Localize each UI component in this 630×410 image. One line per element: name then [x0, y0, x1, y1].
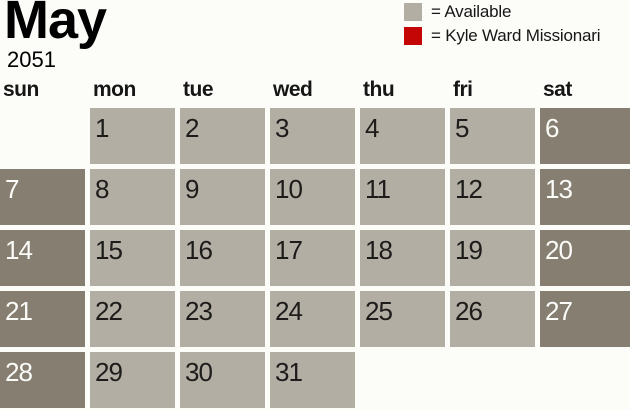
day-cell-31[interactable]: 31 — [270, 352, 355, 408]
day-cell-27[interactable]: 27 — [540, 291, 630, 347]
empty-cell — [360, 352, 445, 408]
day-cell-7[interactable]: 7 — [0, 169, 85, 225]
legend-label: = Kyle Ward Missionari — [431, 26, 601, 45]
day-header-wed: wed — [273, 78, 313, 101]
day-header-sun: sun — [3, 78, 39, 101]
day-cell-11[interactable]: 11 — [360, 169, 445, 225]
calendar-grid: 1 2 3 4 5 6 7 8 9 10 11 12 13 14 15 16 17 18 19 20 21 22 23 24 2… — [0, 108, 630, 408]
day-cell-30[interactable]: 30 — [180, 352, 265, 408]
day-cell-10[interactable]: 10 — [270, 169, 355, 225]
day-cell-1[interactable]: 1 — [90, 108, 175, 164]
day-header-thu: thu — [363, 78, 395, 101]
day-cell-16[interactable]: 16 — [180, 230, 265, 286]
day-cell-23[interactable]: 23 — [180, 291, 265, 347]
day-cell-24[interactable]: 24 — [270, 291, 355, 347]
legend-label: = Available — [431, 2, 512, 21]
day-cell-6[interactable]: 6 — [540, 108, 630, 164]
day-cell-12[interactable]: 12 — [450, 169, 535, 225]
day-cell-22[interactable]: 22 — [90, 291, 175, 347]
legend-item-available: = Available — [404, 2, 630, 22]
kyle-ward-missionaries-swatch-icon — [404, 27, 422, 45]
day-header-fri: fri — [453, 78, 473, 101]
day-cell-8[interactable]: 8 — [90, 169, 175, 225]
day-cell-14[interactable]: 14 — [0, 230, 85, 286]
day-cell-26[interactable]: 26 — [450, 291, 535, 347]
day-header-mon: mon — [93, 78, 136, 101]
year-label: 2051 — [7, 47, 56, 72]
day-cell-28[interactable]: 28 — [0, 352, 85, 408]
day-cell-20[interactable]: 20 — [540, 230, 630, 286]
empty-cell — [540, 352, 630, 408]
day-cell-2[interactable]: 2 — [180, 108, 265, 164]
day-header-sat: sat — [543, 78, 572, 101]
legend-item-kyle-ward-missionaries: = Kyle Ward Missionari — [404, 26, 630, 46]
month-title: May — [4, 0, 107, 50]
available-swatch-icon — [404, 3, 422, 21]
day-cell-18[interactable]: 18 — [360, 230, 445, 286]
day-header-tue: tue — [183, 78, 214, 101]
day-cell-21[interactable]: 21 — [0, 291, 85, 347]
empty-cell — [450, 352, 535, 408]
day-cell-5[interactable]: 5 — [450, 108, 535, 164]
day-cell-15[interactable]: 15 — [90, 230, 175, 286]
day-cell-25[interactable]: 25 — [360, 291, 445, 347]
day-cell-13[interactable]: 13 — [540, 169, 630, 225]
day-cell-9[interactable]: 9 — [180, 169, 265, 225]
day-cell-17[interactable]: 17 — [270, 230, 355, 286]
empty-cell — [0, 108, 85, 164]
day-cell-19[interactable]: 19 — [450, 230, 535, 286]
day-cell-3[interactable]: 3 — [270, 108, 355, 164]
weekday-header-row: sun mon tue wed thu fri sat — [0, 78, 630, 102]
legend: = Available = Kyle Ward Missionari — [404, 2, 630, 50]
day-cell-4[interactable]: 4 — [360, 108, 445, 164]
day-cell-29[interactable]: 29 — [90, 352, 175, 408]
